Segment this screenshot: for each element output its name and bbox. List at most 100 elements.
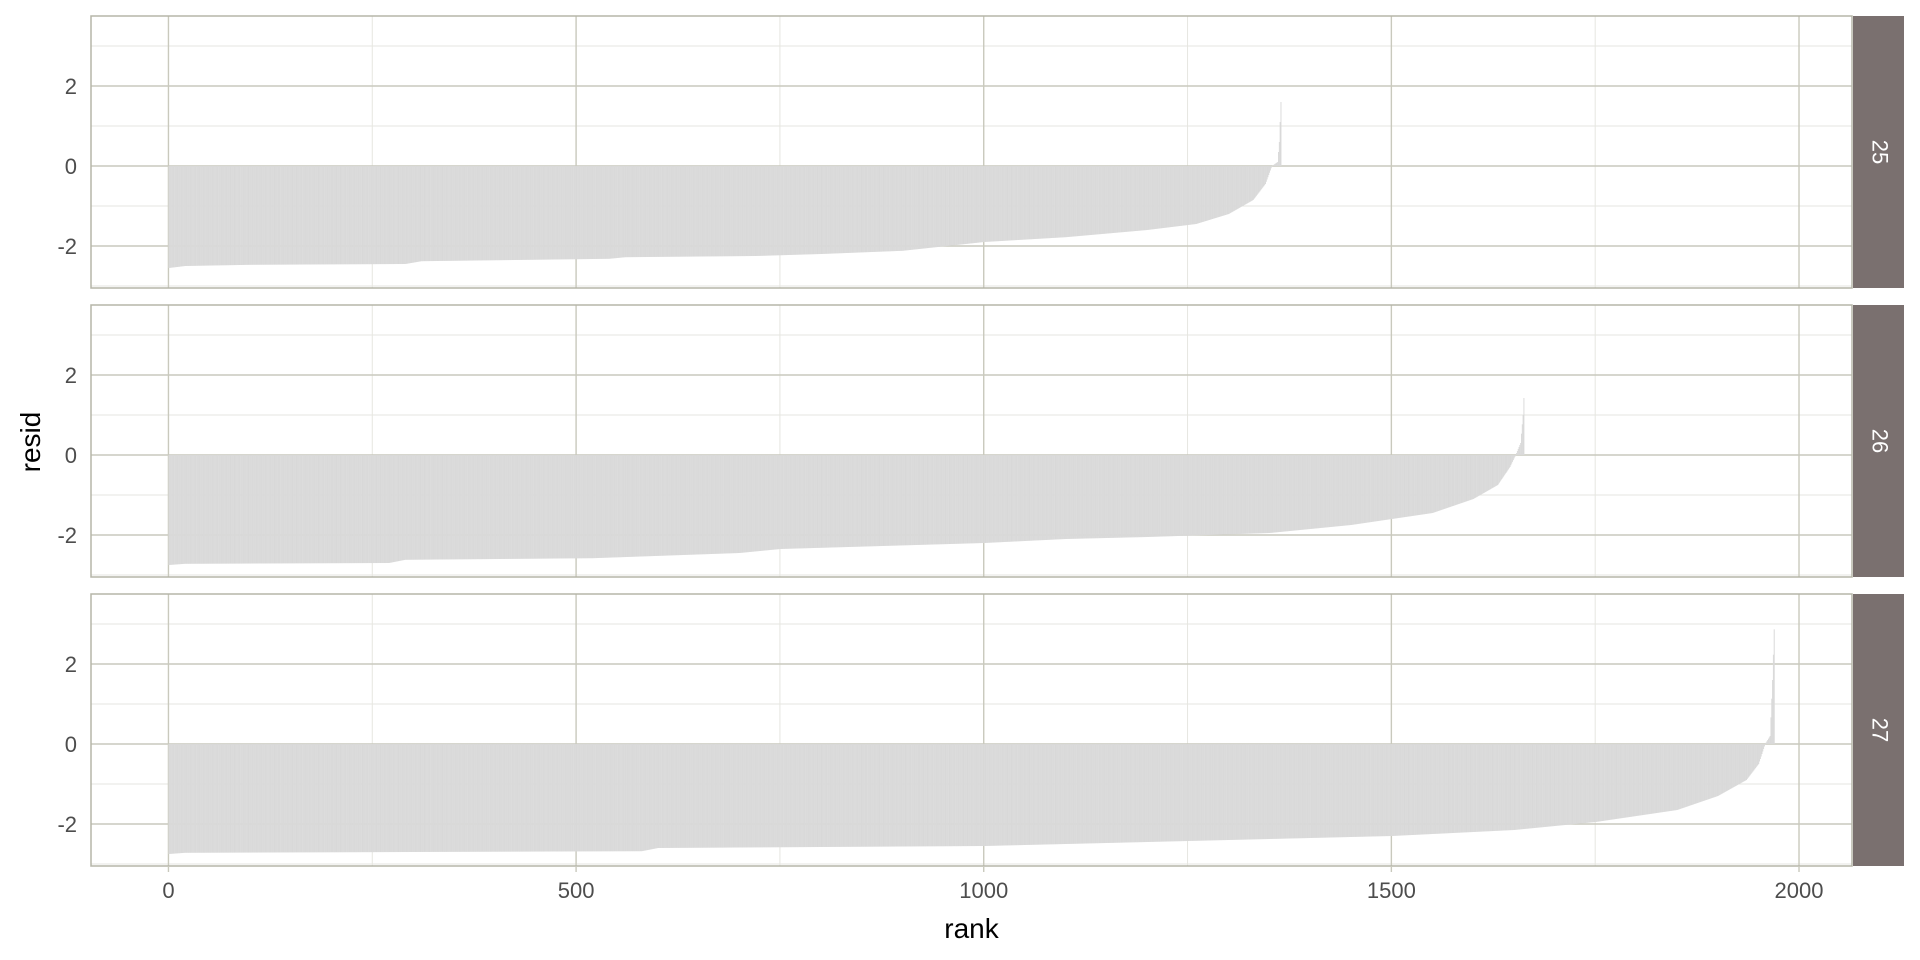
bar bbox=[1690, 744, 1692, 806]
bar bbox=[1004, 166, 1006, 241]
bar bbox=[775, 166, 777, 256]
bar bbox=[1058, 455, 1060, 540]
bar bbox=[1116, 744, 1118, 843]
bar bbox=[836, 455, 838, 548]
bar bbox=[207, 166, 209, 266]
bar bbox=[205, 166, 207, 266]
bar bbox=[1054, 166, 1056, 238]
bar bbox=[1425, 744, 1427, 835]
bar bbox=[1295, 744, 1297, 839]
bar bbox=[1061, 166, 1063, 238]
bar bbox=[739, 455, 741, 553]
bar bbox=[670, 455, 672, 556]
bar bbox=[803, 744, 805, 848]
bar bbox=[281, 744, 283, 853]
bar bbox=[1020, 744, 1022, 846]
bar bbox=[1078, 744, 1080, 844]
bar bbox=[682, 744, 684, 848]
bar bbox=[860, 744, 862, 847]
bar bbox=[636, 744, 638, 852]
bar bbox=[1219, 166, 1221, 217]
bar bbox=[775, 455, 776, 550]
bar bbox=[1048, 744, 1050, 845]
bar bbox=[253, 455, 255, 564]
bar bbox=[1259, 455, 1261, 534]
bar bbox=[1500, 744, 1502, 831]
bar bbox=[1464, 455, 1466, 502]
bar bbox=[333, 744, 335, 853]
bar bbox=[1506, 455, 1508, 472]
bar bbox=[907, 455, 909, 546]
bar bbox=[886, 455, 888, 546]
bar bbox=[1355, 744, 1357, 837]
bar bbox=[1114, 166, 1116, 233]
bar bbox=[1415, 455, 1416, 516]
bar bbox=[544, 166, 546, 260]
bar bbox=[695, 166, 697, 257]
bar bbox=[1618, 744, 1620, 819]
bar bbox=[585, 455, 587, 559]
bar bbox=[1467, 455, 1469, 501]
bar bbox=[1235, 455, 1237, 535]
bar bbox=[1645, 744, 1647, 815]
bar bbox=[1503, 455, 1505, 476]
bar bbox=[492, 455, 494, 560]
bar bbox=[417, 166, 419, 262]
bar bbox=[920, 744, 922, 847]
bar bbox=[402, 166, 404, 265]
bar bbox=[1631, 744, 1633, 817]
bar bbox=[516, 744, 518, 852]
bar bbox=[742, 166, 744, 257]
bar bbox=[1167, 455, 1169, 537]
bar bbox=[577, 744, 579, 852]
bar bbox=[404, 455, 406, 560]
bar bbox=[886, 166, 888, 252]
bar bbox=[658, 455, 660, 556]
bar bbox=[783, 744, 785, 848]
bar bbox=[821, 455, 823, 548]
bar bbox=[1225, 455, 1227, 535]
bar bbox=[1200, 455, 1202, 536]
bar bbox=[1013, 166, 1015, 241]
bar bbox=[714, 744, 716, 848]
bar bbox=[1609, 744, 1611, 820]
bar bbox=[991, 455, 993, 543]
bar bbox=[1370, 744, 1372, 837]
bar bbox=[1476, 455, 1478, 498]
bar bbox=[739, 166, 741, 257]
bar bbox=[872, 455, 874, 547]
bar bbox=[1123, 166, 1125, 233]
bar bbox=[889, 166, 891, 252]
bar bbox=[1186, 744, 1188, 842]
bar bbox=[638, 744, 640, 852]
bar bbox=[188, 744, 189, 853]
bar bbox=[921, 166, 923, 249]
bar bbox=[245, 744, 247, 853]
bar bbox=[836, 744, 838, 847]
bar bbox=[280, 455, 282, 564]
bar bbox=[323, 744, 325, 853]
bar bbox=[947, 455, 949, 545]
bar bbox=[364, 455, 366, 564]
bar bbox=[379, 166, 381, 265]
bar bbox=[179, 455, 181, 565]
bar bbox=[722, 744, 724, 848]
bar bbox=[1179, 744, 1181, 842]
bar bbox=[953, 455, 955, 544]
bar bbox=[1280, 744, 1282, 839]
bar bbox=[329, 455, 331, 564]
bar bbox=[1498, 455, 1500, 483]
bar bbox=[1077, 744, 1079, 844]
bar bbox=[898, 744, 900, 847]
bar bbox=[1163, 744, 1165, 842]
bar bbox=[610, 744, 612, 852]
bar bbox=[1272, 744, 1274, 839]
bar bbox=[1143, 455, 1145, 538]
bar bbox=[649, 744, 651, 850]
bar bbox=[1394, 455, 1396, 519]
bar bbox=[805, 744, 807, 848]
bar bbox=[200, 166, 202, 266]
bar bbox=[261, 166, 263, 265]
bar bbox=[877, 455, 879, 547]
